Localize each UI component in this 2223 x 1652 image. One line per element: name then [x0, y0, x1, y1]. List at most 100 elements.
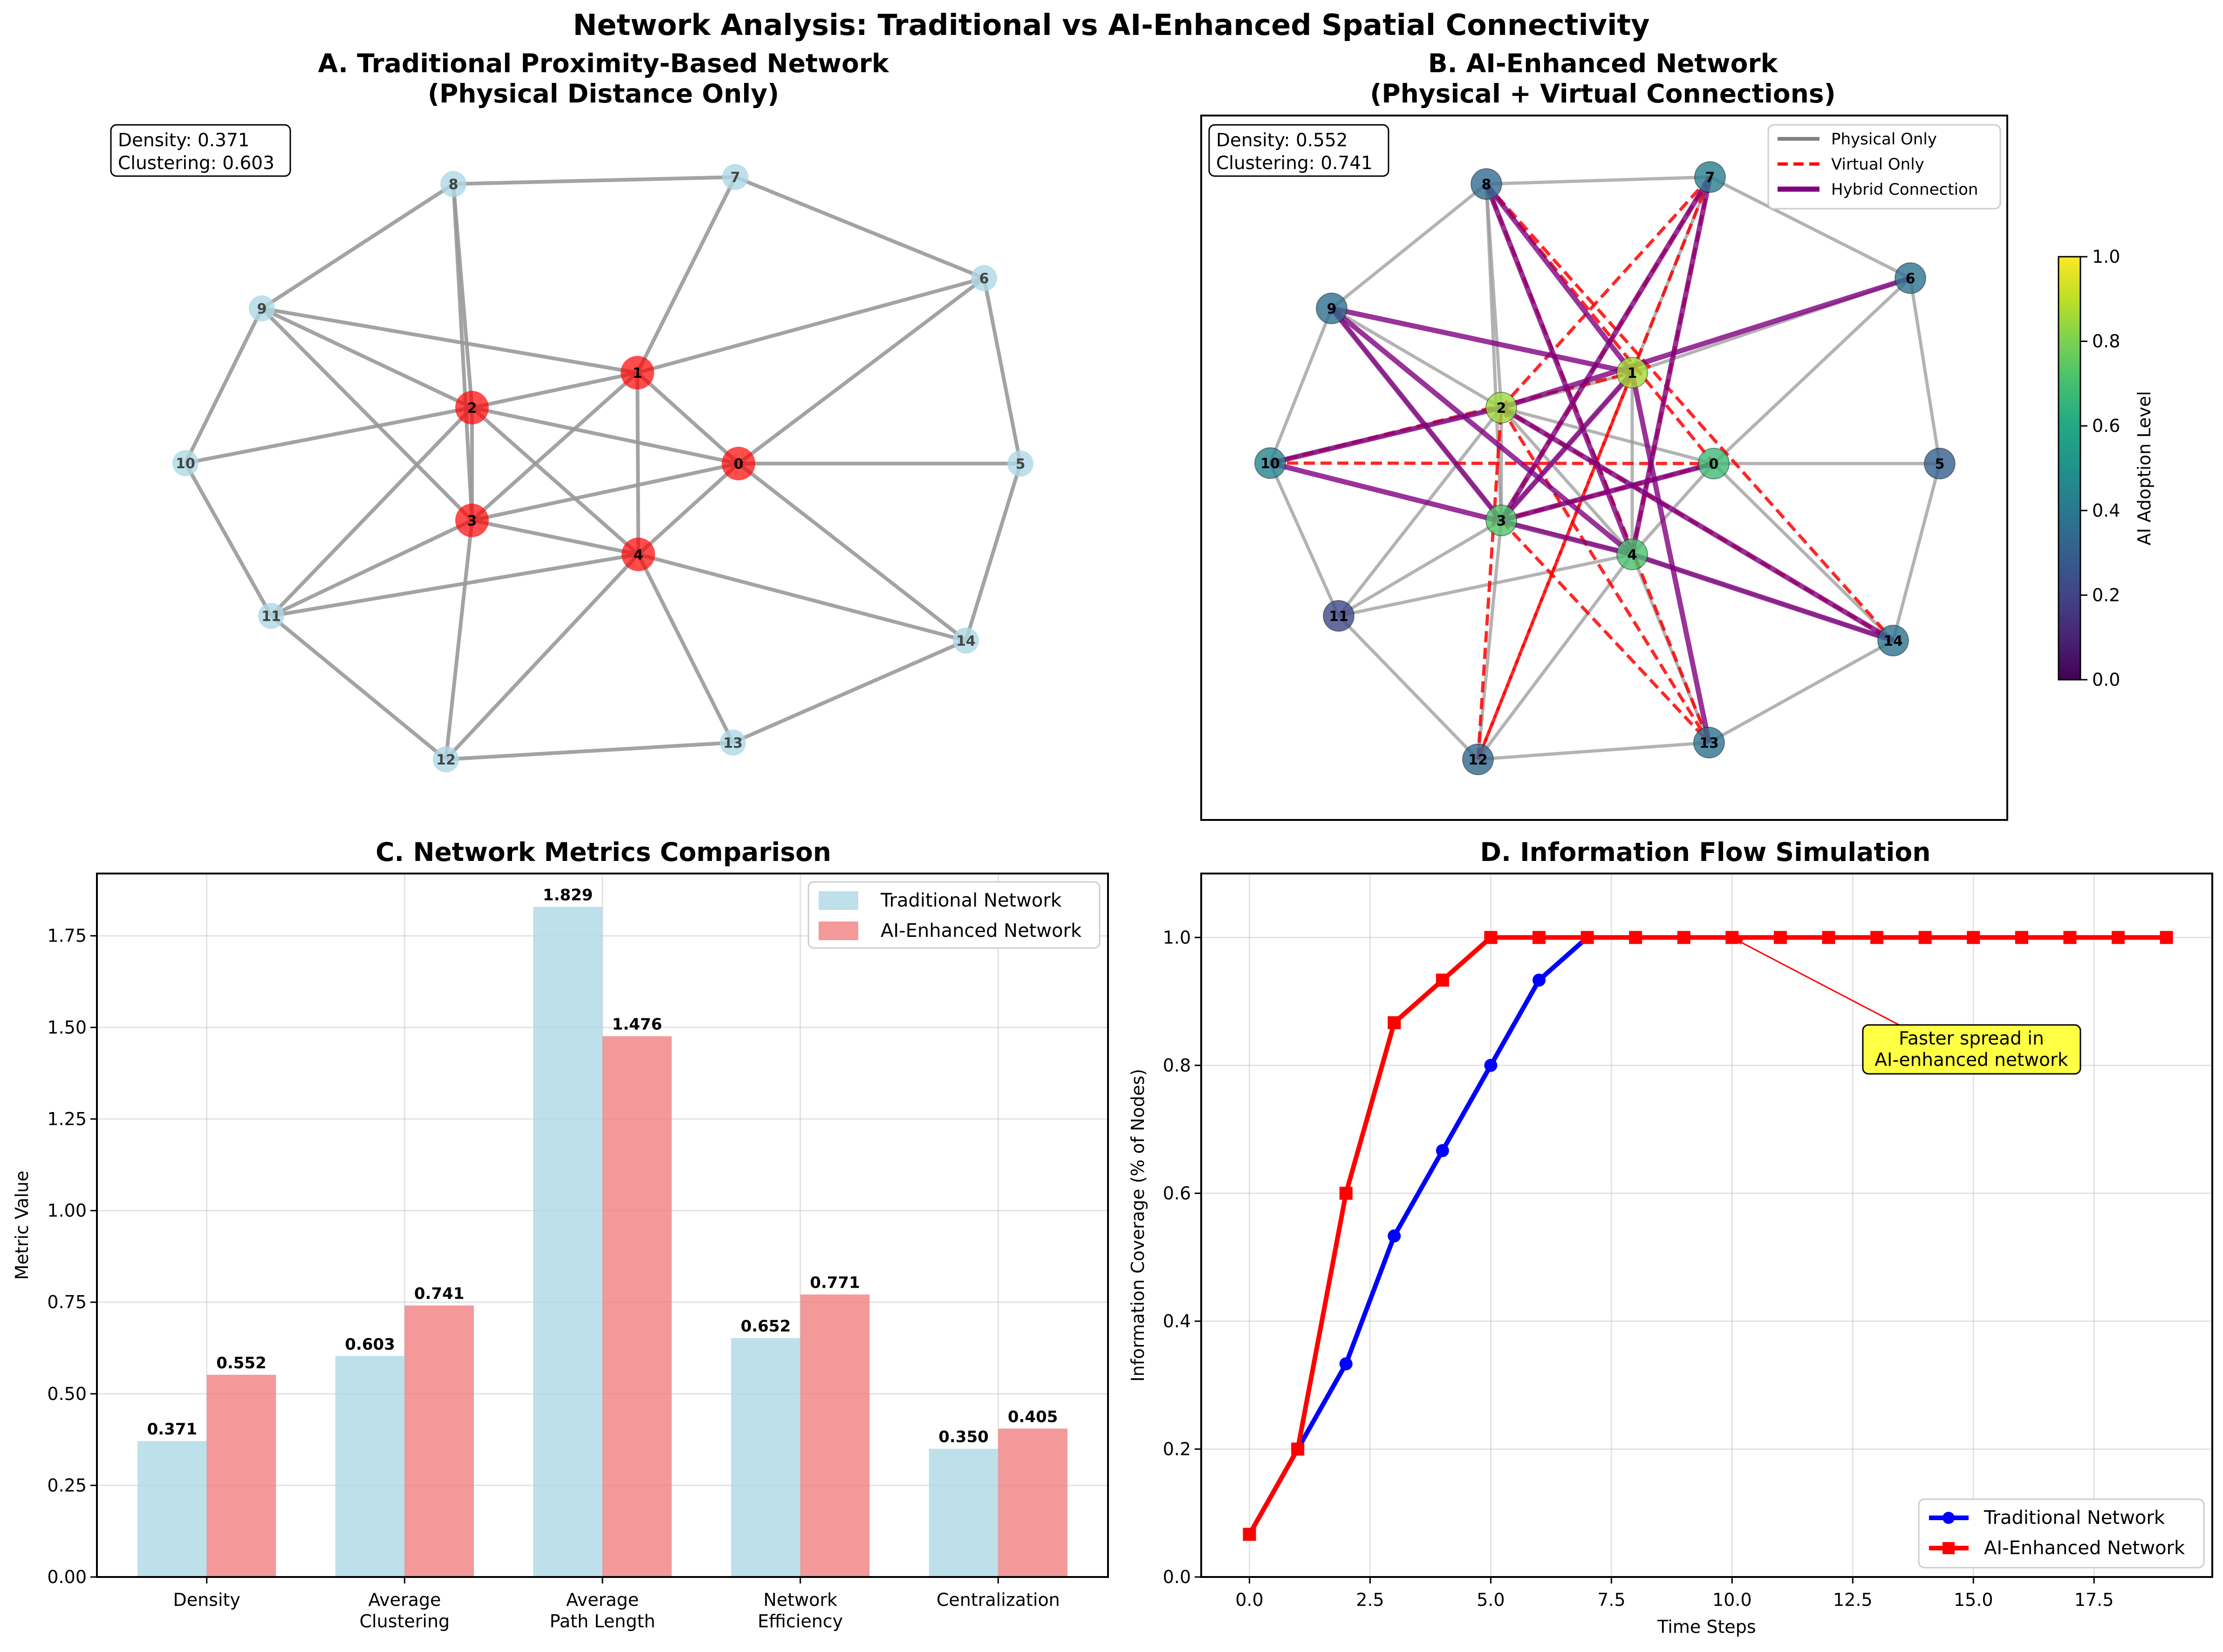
node-9 [249, 295, 275, 321]
c-ytick-label: 0.00 [47, 1567, 87, 1587]
legend-hybrid-label: Hybrid Connection [1831, 180, 1978, 199]
c-ytick-label: 1.50 [47, 1017, 87, 1038]
point-traditional-6 [1532, 973, 1546, 987]
edge-3-4 [472, 519, 639, 556]
bar-traditional-1 [335, 1356, 405, 1577]
node-1 [1616, 357, 1648, 389]
hybrid-edge-9-3 [1329, 307, 1504, 522]
annotation-arrowhead [1734, 938, 1744, 945]
colorbar-label: AI Adoption Level [2134, 391, 2155, 545]
legend-physical-label: Physical Only [1831, 130, 1937, 149]
d-ytick-label: 0.4 [1163, 1311, 1191, 1331]
colorbar-tick-label: 1.0 [2092, 246, 2120, 267]
d-ytick-label: 0.8 [1163, 1055, 1191, 1076]
node-3 [1485, 505, 1517, 536]
bar-value-label: 0.771 [810, 1274, 860, 1292]
panel-c-title: C. Network Metrics Comparison [376, 837, 831, 867]
edge-1-2 [472, 371, 638, 410]
virtual-edge-7-2 [1500, 176, 1711, 409]
edge-1-4 [636, 372, 640, 555]
line-ai [1247, 935, 2167, 1536]
panel-d-legend: Traditional Network AI-Enhanced Network [1918, 1498, 2205, 1569]
panel-d-axes-frame [1200, 873, 2213, 1578]
d-ytick-label: 0.6 [1163, 1183, 1191, 1203]
virtual-edge-8-14 [1485, 183, 1895, 642]
edge-2-11 [270, 406, 473, 617]
panel-b-subtitle: (Physical + Virtual Connections) [1370, 79, 1835, 109]
legend-d-ai-label: AI-Enhanced Network [1984, 1537, 2185, 1559]
legend-d-traditional-marker [1943, 1512, 1955, 1524]
panel-b-ai-network: B. AI-Enhanced Network (Physical + Virtu… [1200, 48, 2155, 821]
physical-edge-6-7 [1709, 175, 1911, 280]
panel-a-clustering-text: Clustering: 0.603 [118, 153, 274, 174]
node-label-14: 14 [956, 633, 976, 649]
d-xtick-label: 15.0 [1954, 1590, 1993, 1610]
node-label-12: 12 [1468, 752, 1488, 768]
panel-a-density-text: Density: 0.371 [118, 130, 250, 151]
edge-1-7 [636, 176, 737, 374]
node-12 [1462, 744, 1494, 775]
edge-6-7 [734, 175, 985, 280]
bar-value-label: 0.405 [1008, 1407, 1058, 1426]
legend-ai-label: AI-Enhanced Network [881, 920, 1082, 942]
node-2 [1485, 392, 1517, 423]
bar-ai-1 [404, 1305, 474, 1577]
panel-c-ylabel: Metric Value [12, 1171, 32, 1280]
edge-7-8 [453, 175, 736, 186]
bar-ai-4 [998, 1428, 1067, 1577]
edge-8-9 [260, 182, 455, 310]
node-label-10: 10 [176, 456, 195, 472]
c-xtick-label: Average [368, 1590, 441, 1610]
node-label-2: 2 [467, 400, 477, 416]
edge-0-6 [737, 276, 985, 465]
bar-value-label: 1.829 [543, 886, 593, 905]
panel-a-traditional-network: A. Traditional Proximity-Based Network (… [110, 48, 1033, 772]
point-ai-15 [1967, 931, 1980, 944]
annotation-arrow-line [1734, 938, 1908, 1031]
panel-d-ticks: 0.0 2.5 5.0 7.5 10.0 12.5 15.0 17.5 0.0 0.2 0.4 0.6… [1163, 927, 2114, 1610]
d-xtick-label: 12.5 [1833, 1590, 1873, 1610]
legend-traditional-label: Traditional Network [880, 890, 1062, 911]
hybrid-edge-10-4 [1269, 460, 1633, 557]
panel-a-title: A. Traditional Proximity-Based Network [318, 48, 889, 78]
point-ai-6 [1532, 931, 1546, 944]
node-7 [722, 164, 748, 190]
point-ai-11 [1773, 931, 1787, 944]
edge-2-4 [471, 406, 640, 556]
legend-d-traditional-label: Traditional Network [1984, 1507, 2165, 1529]
panel-c-ticks: 0.00 0.25 0.50 0.75 1.00 1.25 1.50 1.75 Density A… [47, 926, 1060, 1632]
point-ai-4 [1436, 973, 1449, 987]
node-6 [971, 265, 997, 291]
colorbar-gradient [2058, 256, 2081, 681]
bar-value-label: 0.552 [216, 1354, 267, 1372]
edge-1-3 [471, 371, 639, 522]
hybrid-edge-2-6 [1500, 275, 1911, 410]
node-label-9: 9 [1327, 301, 1337, 317]
point-ai-1 [1291, 1442, 1305, 1456]
edge-2-10 [185, 406, 472, 465]
c-ytick-label: 1.00 [47, 1201, 87, 1221]
virtual-edge-3-13 [1500, 519, 1710, 744]
node-4 [622, 538, 655, 571]
node-label-4: 4 [634, 547, 643, 563]
legend-virtual-label: Virtual Only [1831, 155, 1924, 174]
panel-d-annotation: Faster spread in AI-enhanced network [1734, 938, 2081, 1075]
bar-value-label: 0.741 [414, 1284, 465, 1303]
node-label-1: 1 [1628, 365, 1637, 382]
physical-edge-12-13 [1477, 741, 1710, 761]
edge-12-13 [445, 741, 733, 761]
c-xtick-label: Clustering [360, 1611, 450, 1632]
d-ytick-label: 1.0 [1163, 927, 1191, 948]
colorbar-ticks: 0.0 0.2 0.4 0.6 0.8 1.0 [2080, 246, 2120, 690]
node-label-5: 5 [1016, 456, 1026, 472]
edge-3-9 [260, 307, 473, 522]
line-traditional [1247, 935, 1589, 1536]
point-traditional-5 [1484, 1058, 1498, 1072]
edge-3-11 [270, 519, 473, 618]
node-14 [1877, 625, 1909, 656]
edge-0-1 [636, 371, 740, 465]
edge-0-3 [472, 462, 739, 522]
panel-b-metrics-box-frame [1208, 124, 1389, 177]
bar-value-label: 0.371 [147, 1420, 198, 1439]
